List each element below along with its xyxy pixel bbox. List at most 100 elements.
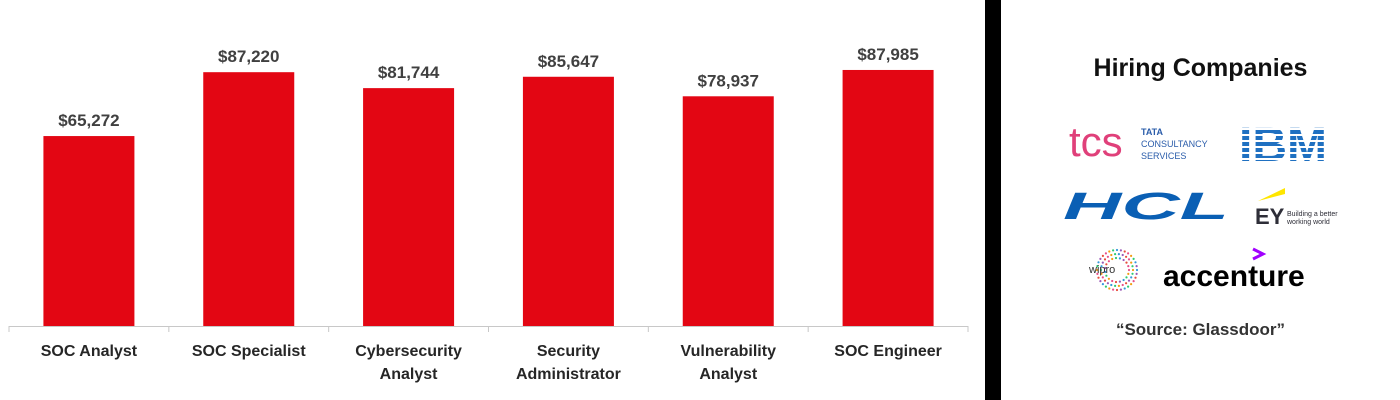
wipro-dot xyxy=(1108,287,1111,290)
wipro-dot xyxy=(1100,265,1103,268)
wipro-dot xyxy=(1114,284,1117,287)
wipro-dot xyxy=(1125,282,1128,285)
svg-text:Building a better: Building a better xyxy=(1287,211,1338,218)
category-label: Vulnerability xyxy=(681,343,777,360)
ey-logo: EY Building a better working world xyxy=(1255,188,1338,228)
svg-text:wipro: wipro xyxy=(1088,264,1115,276)
wipro-dot xyxy=(1121,253,1124,257)
wipro-dot xyxy=(1104,252,1107,255)
wipro-dot xyxy=(1130,276,1133,279)
wipro-dot xyxy=(1123,287,1126,290)
wipro-dot xyxy=(1127,252,1130,255)
wipro-dot xyxy=(1130,283,1133,286)
wipro-dot xyxy=(1108,250,1111,253)
wipro-dot xyxy=(1131,265,1134,268)
category-label: Administrator xyxy=(516,366,621,383)
wipro-dot xyxy=(1097,261,1100,264)
hiring-companies-title: Hiring Companies xyxy=(1093,54,1308,82)
wipro-dot xyxy=(1131,268,1135,272)
wipro-dot xyxy=(1099,280,1102,283)
bar-value-label: $85,647 xyxy=(538,52,599,71)
accenture-logo: accenture xyxy=(1163,247,1305,293)
wipro-dot xyxy=(1104,266,1107,270)
wipro-dot xyxy=(1119,249,1122,252)
wipro-dot xyxy=(1095,268,1099,272)
source-note: “Source: Glassdoor” xyxy=(1115,320,1286,339)
wipro-dot xyxy=(1134,261,1137,264)
hcl-logo: HCL xyxy=(1063,188,1229,224)
wipro-dot xyxy=(1135,265,1138,268)
bar xyxy=(43,136,135,326)
wipro-dot xyxy=(1115,288,1119,292)
category-label: Security xyxy=(537,343,600,360)
wipro-dot xyxy=(1097,276,1100,279)
wipro-dot xyxy=(1104,285,1107,288)
category-label: Analyst xyxy=(380,366,438,383)
svg-text:SERVICES: SERVICES xyxy=(1141,151,1186,161)
hiring-companies-panel: Hiring Companies tcs TATA CONSULTANCY SE… xyxy=(1001,0,1400,400)
wipro-dot xyxy=(1110,283,1113,287)
wipro-dot xyxy=(1103,258,1107,261)
wipro-dot xyxy=(1127,265,1130,268)
tcs-logo: tcs TATA CONSULTANCY SERVICES xyxy=(1069,120,1208,164)
wipro-dot xyxy=(1111,279,1114,283)
wipro-dot xyxy=(1135,268,1139,272)
wipro-dot xyxy=(1125,276,1128,279)
wipro-dot xyxy=(1105,263,1108,266)
wipro-dot xyxy=(1107,277,1110,280)
ibm-logo: IBM xyxy=(1239,119,1327,164)
wipro-dot xyxy=(1117,253,1120,256)
wipro-dot xyxy=(1122,258,1125,262)
svg-text:TATA: TATA xyxy=(1141,127,1163,137)
wipro-dot xyxy=(1104,270,1107,274)
bar-value-label: $65,272 xyxy=(58,111,119,130)
category-label: Cybersecurity xyxy=(355,343,462,360)
svg-text:CONSULTANCY: CONSULTANCY xyxy=(1141,139,1208,149)
bar xyxy=(842,69,934,326)
wipro-dot xyxy=(1101,254,1104,257)
bar xyxy=(363,88,455,326)
category-label: Analyst xyxy=(699,366,757,383)
wipro-dot xyxy=(1110,253,1113,257)
wipro-dot xyxy=(1111,257,1114,261)
svg-text:accenture: accenture xyxy=(1163,260,1305,293)
category-label: SOC Specialist xyxy=(192,343,306,360)
svg-text:HCL: HCL xyxy=(1063,188,1229,224)
bar-value-label: $87,220 xyxy=(218,47,279,66)
wipro-dot xyxy=(1096,265,1099,268)
wipro-dot xyxy=(1105,274,1108,277)
wipro-dot xyxy=(1119,288,1122,291)
wipro-dot xyxy=(1130,254,1133,257)
wipro-dot xyxy=(1134,276,1137,279)
wipro-dot xyxy=(1107,260,1110,263)
bar xyxy=(682,96,774,326)
wipro-dot xyxy=(1127,285,1130,288)
wipro-logo: wipro xyxy=(1088,248,1139,292)
salary-bar-chart: $65,272 SOC Analyst $87,220 SOC Specialist $… xyxy=(8,45,969,383)
wipro-dot xyxy=(1103,279,1107,282)
wipro-dot xyxy=(1132,280,1135,283)
wipro-dot xyxy=(1114,280,1118,284)
wipro-dot xyxy=(1117,284,1120,287)
wipro-dot xyxy=(1125,255,1128,258)
svg-text:working world: working world xyxy=(1286,219,1330,226)
wipro-dot xyxy=(1099,268,1103,272)
wipro-dot xyxy=(1118,280,1121,283)
wipro-dot xyxy=(1101,276,1104,279)
bar-value-label: $87,985 xyxy=(857,45,918,64)
category-label: SOC Engineer xyxy=(834,343,942,360)
wipro-dot xyxy=(1115,248,1119,252)
wipro-dot xyxy=(1106,282,1109,285)
svg-text:EY: EY xyxy=(1255,204,1285,228)
wipro-dot xyxy=(1101,283,1104,286)
wipro-dot xyxy=(1101,261,1104,264)
wipro-dot xyxy=(1123,250,1126,253)
wipro-dot xyxy=(1100,272,1103,275)
wipro-dot xyxy=(1127,272,1130,275)
svg-text:tcs: tcs xyxy=(1069,120,1123,164)
category-label: SOC Analyst xyxy=(41,343,138,360)
bar-value-label: $78,937 xyxy=(698,71,759,90)
wipro-dot xyxy=(1135,272,1138,275)
bar xyxy=(203,72,295,327)
wipro-dot xyxy=(1114,256,1118,260)
